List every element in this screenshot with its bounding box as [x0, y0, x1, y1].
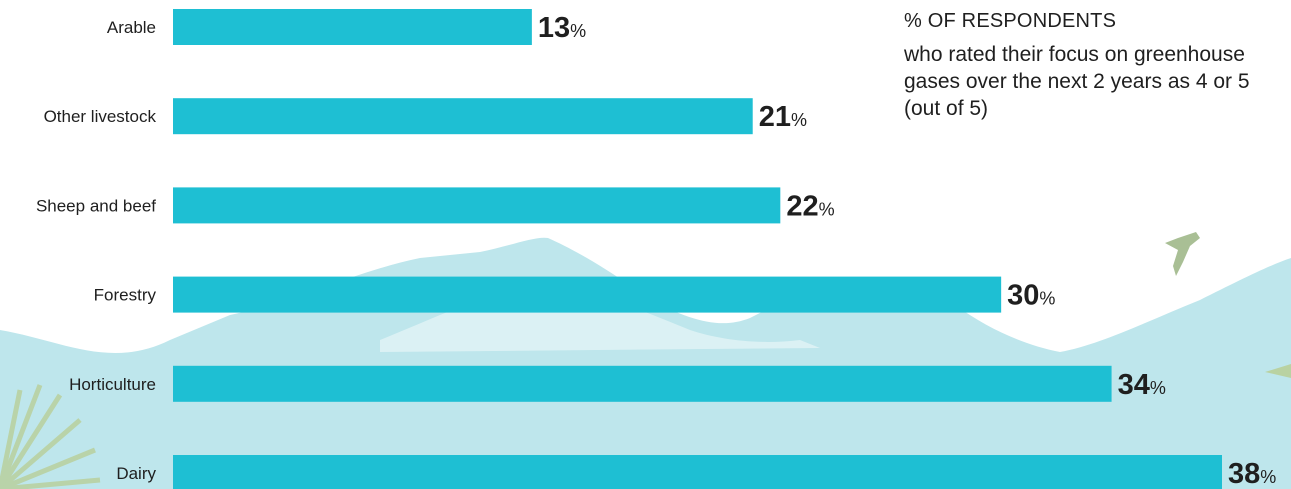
value-label-forestry: 30% — [1007, 280, 1055, 312]
legend-title: % of respondents — [904, 10, 1117, 32]
bar-horticulture — [173, 365, 1112, 402]
leaf-icon — [1265, 364, 1291, 378]
value-label-sheep-and-beef: 22% — [786, 190, 834, 222]
category-label-forestry: Forestry — [94, 286, 157, 305]
bird-icon — [1165, 232, 1200, 276]
value-label-other-livestock: 21% — [759, 101, 807, 133]
bar-arable — [173, 9, 532, 45]
bar-sheep-and-beef — [173, 187, 781, 224]
category-label-dairy: Dairy — [116, 464, 156, 483]
category-label-other-livestock: Other livestock — [44, 107, 157, 126]
palm-plant-icon — [0, 384, 101, 489]
bar-dairy — [173, 455, 1222, 489]
value-label-arable: 13% — [538, 12, 586, 44]
chart-legend: % of respondents who rated their focus o… — [904, 8, 1284, 122]
bar-forestry — [173, 276, 1002, 313]
value-label-horticulture: 34% — [1118, 369, 1166, 401]
category-label-sheep-and-beef: Sheep and beef — [36, 196, 156, 215]
category-label-arable: Arable — [107, 18, 156, 37]
bar-other-livestock — [173, 98, 753, 135]
category-label-horticulture: Horticulture — [69, 375, 156, 394]
legend-description: who rated their focus on greenhouse gase… — [904, 43, 1250, 120]
value-label-dairy: 38% — [1228, 458, 1276, 489]
